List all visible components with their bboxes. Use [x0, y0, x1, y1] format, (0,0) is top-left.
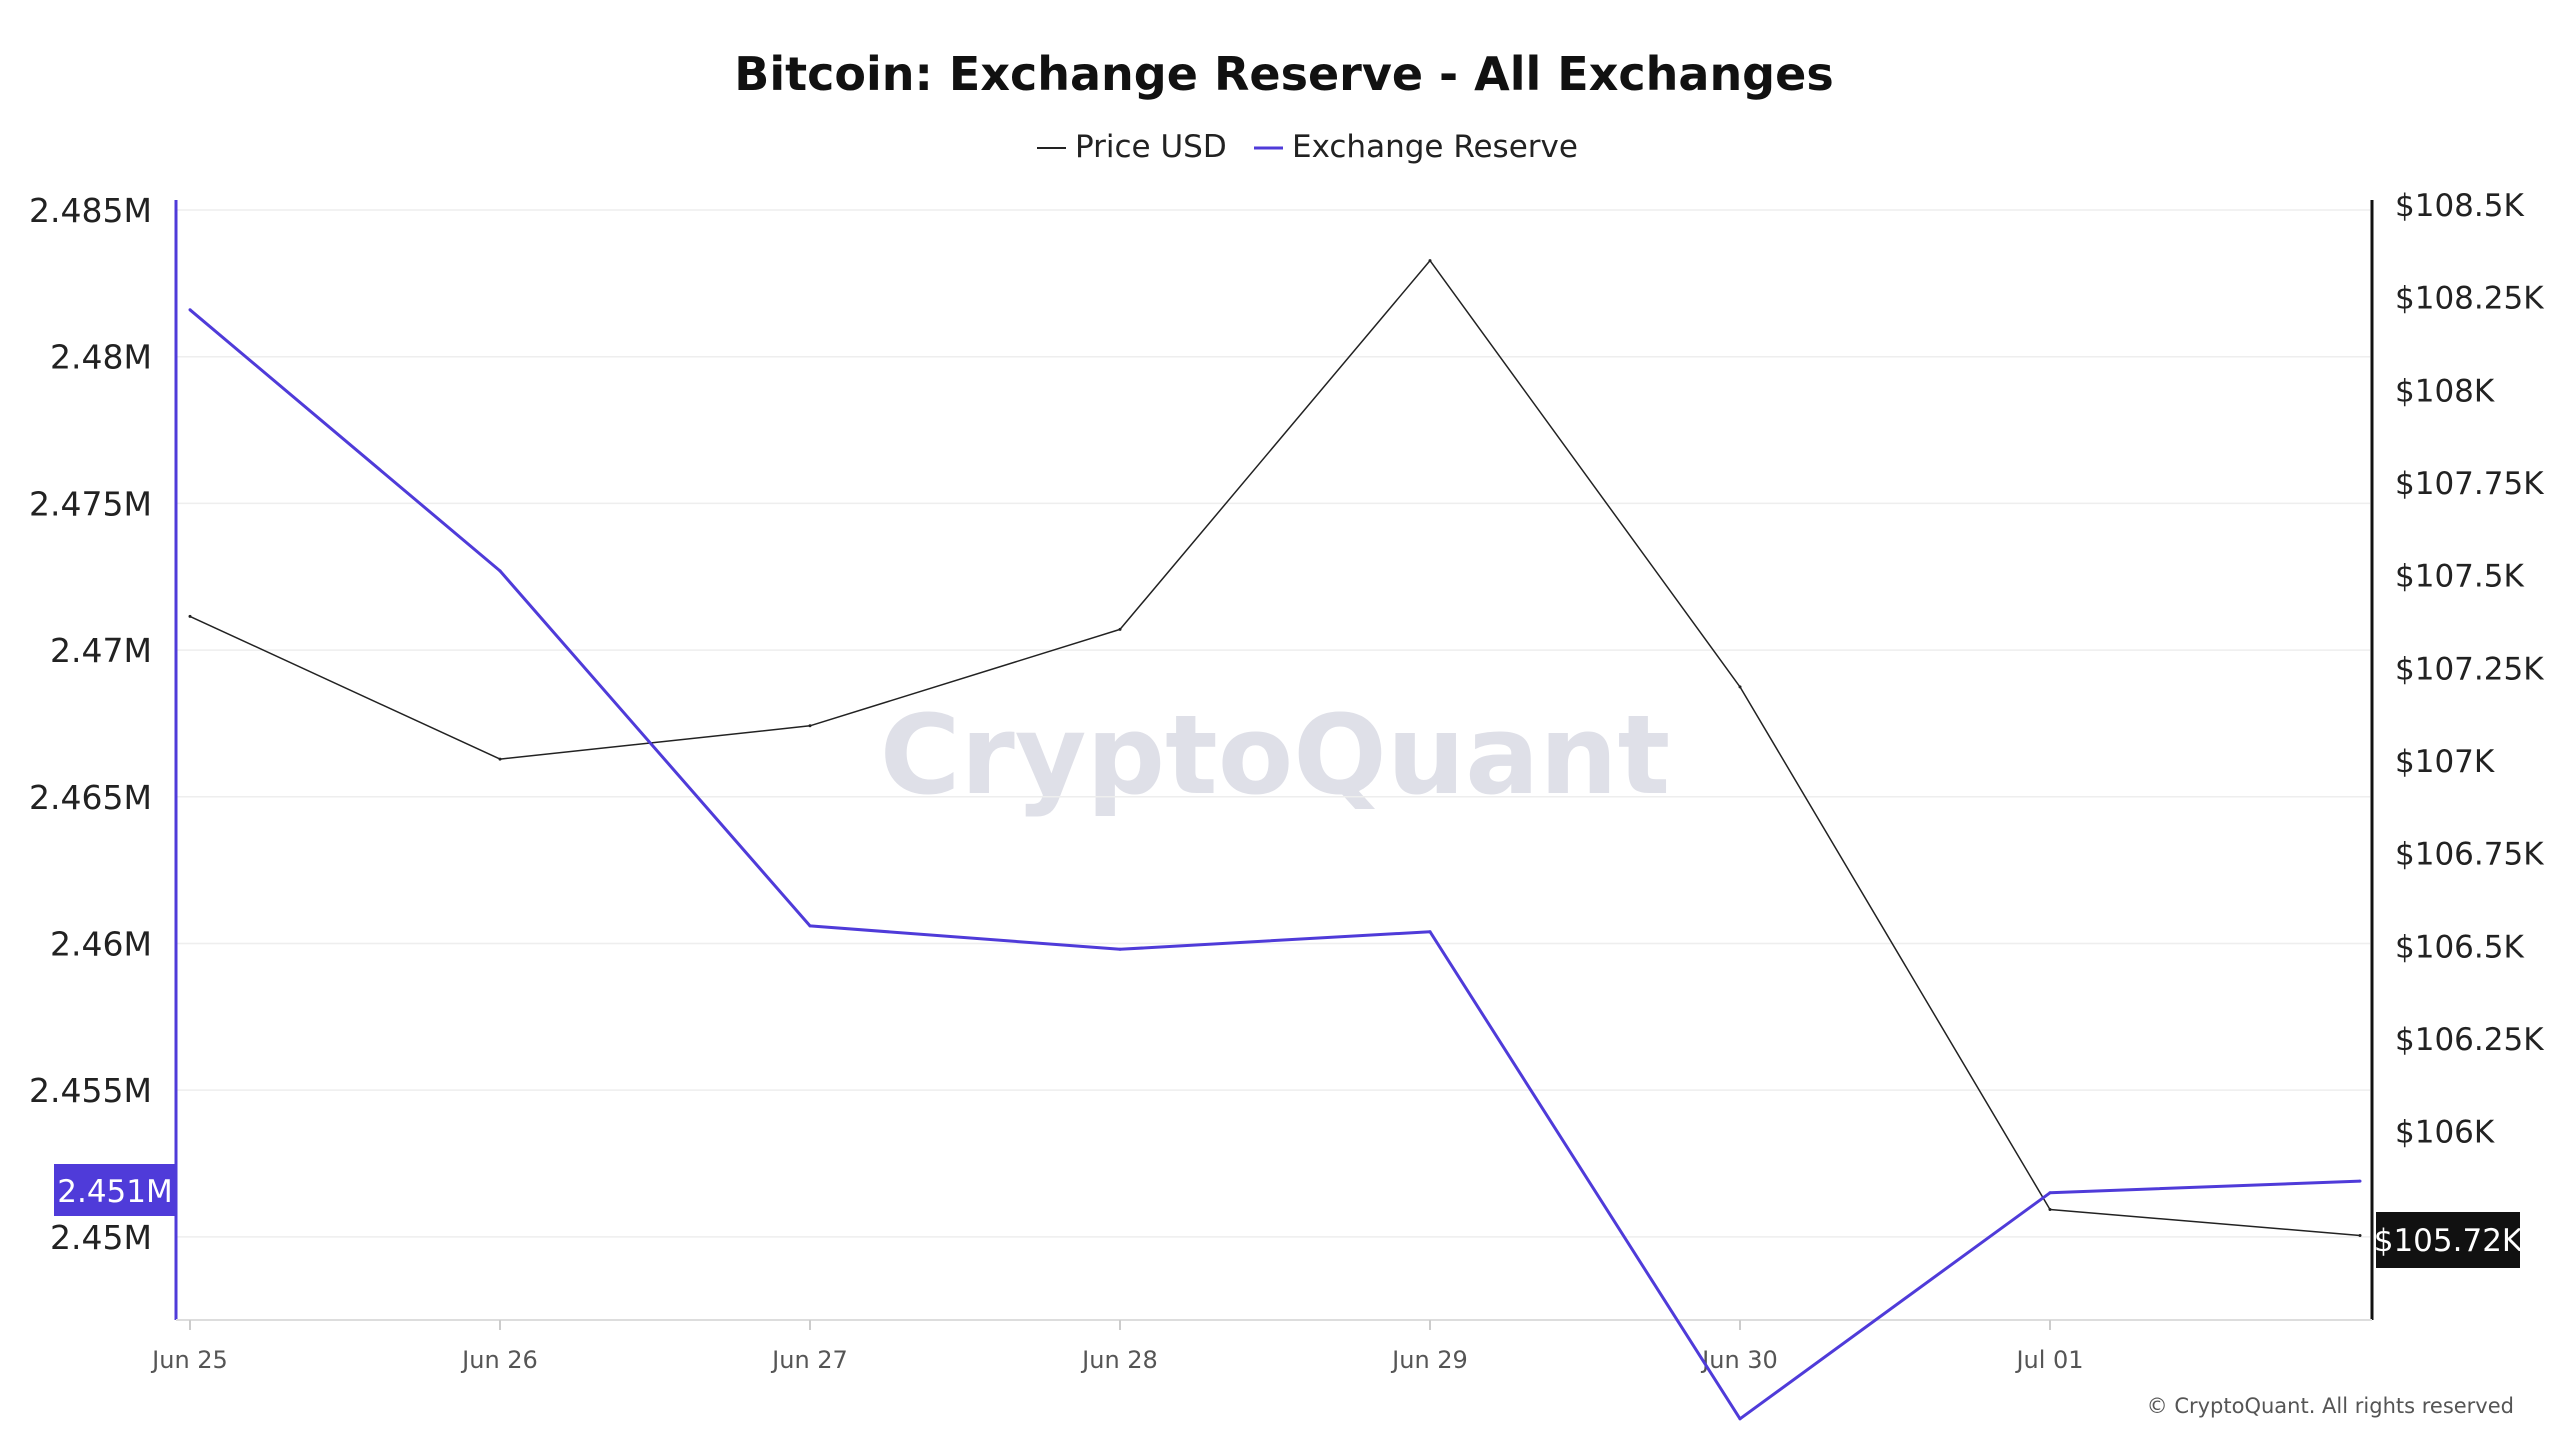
x-tick-label: Jun 28 — [1080, 1346, 1158, 1374]
left-badge-text: 2.451M — [57, 1174, 173, 1210]
price-point — [808, 724, 812, 728]
right-tick-label: $107.25K — [2395, 651, 2544, 687]
left-badge-bg — [54, 1164, 176, 1216]
left-tick-label: 2.46M — [50, 924, 152, 963]
x-tick-label: Jun 29 — [1390, 1346, 1468, 1374]
reserve-point — [808, 924, 812, 928]
series-line-exchange-reserve[interactable] — [189, 308, 2361, 1421]
reserve-point — [1428, 930, 1432, 934]
reserve-point — [2048, 1191, 2052, 1195]
right-tick-label: $108.5K — [2395, 188, 2524, 224]
axes — [174, 200, 2374, 1321]
gridlines — [176, 209, 2370, 1238]
right-axis-ticks: $106K $106.25K $106.5K $106.75K $107K $107.25… — [2395, 188, 2544, 1151]
x-tick-label: Jul 01 — [2014, 1346, 2083, 1374]
right-tick-label: $108.25K — [2395, 281, 2544, 317]
copyright: © CryptoQuant. All rights reserved — [2147, 1394, 2514, 1418]
x-tick-label: Jun 27 — [770, 1346, 848, 1374]
price-point — [188, 614, 192, 618]
right-tick-label: $106.25K — [2395, 1022, 2544, 1058]
right-tick-label: $106.5K — [2395, 929, 2524, 965]
price-point — [2358, 1234, 2362, 1237]
reserve-point — [2358, 1179, 2362, 1183]
right-tick-label: $106K — [2395, 1115, 2495, 1151]
right-tick-label: $107.5K — [2395, 559, 2524, 595]
price-point — [1428, 259, 1432, 263]
legend-label-reserve: Exchange Reserve — [1292, 129, 1578, 165]
series-line-price-usd[interactable] — [189, 259, 2361, 1237]
reserve-point — [1738, 1417, 1742, 1421]
left-tick-label: 2.45M — [50, 1218, 152, 1257]
x-tick-label: Jun 25 — [150, 1346, 228, 1374]
right-last-value-badge: $105.72K — [2374, 1212, 2523, 1268]
reserve-point — [498, 569, 502, 573]
legend-item-price[interactable]: Price USD — [1037, 129, 1227, 165]
price-point — [498, 757, 502, 761]
price-point — [1738, 685, 1742, 689]
left-tick-label: 2.485M — [29, 191, 152, 230]
right-tick-label: $106.75K — [2395, 837, 2544, 873]
legend: Price USD Exchange Reserve — [1037, 129, 1578, 165]
left-tick-label: 2.455M — [29, 1071, 152, 1110]
legend-item-reserve[interactable]: Exchange Reserve — [1254, 129, 1578, 165]
right-tick-label: $108K — [2395, 373, 2495, 409]
legend-label-price: Price USD — [1075, 129, 1227, 165]
right-tick-label: $107K — [2395, 744, 2495, 780]
price-point — [1118, 627, 1122, 631]
left-tick-label: 2.465M — [29, 778, 152, 817]
reserve-point — [1118, 947, 1122, 951]
left-tick-label: 2.475M — [29, 484, 152, 523]
price-point — [2048, 1208, 2052, 1211]
right-badge-bg — [2376, 1212, 2520, 1268]
right-tick-label: $107.75K — [2395, 466, 2544, 502]
x-tick-label: Jun 26 — [460, 1346, 538, 1374]
right-badge-text: $105.72K — [2374, 1223, 2523, 1259]
x-tick-label: Jun 30 — [1700, 1346, 1778, 1374]
reserve-point — [188, 308, 192, 312]
series-layer — [188, 259, 2362, 1421]
left-tick-label: 2.47M — [50, 631, 152, 670]
watermark: CryptoQuant — [880, 691, 1671, 819]
chart-title: Bitcoin: Exchange Reserve - All Exchange… — [734, 47, 1833, 101]
left-last-value-badge: 2.451M — [54, 1164, 176, 1216]
x-axis-ticks: Jun 25 Jun 26 Jun 27 Jun 28 Jun 29 Jun 30 Jul … — [150, 1320, 2084, 1374]
left-axis-ticks: 2.45M 2.455M 2.46M 2.465M 2.47M 2.475M 2.48M 2.… — [29, 191, 152, 1257]
left-tick-label: 2.48M — [50, 338, 152, 377]
